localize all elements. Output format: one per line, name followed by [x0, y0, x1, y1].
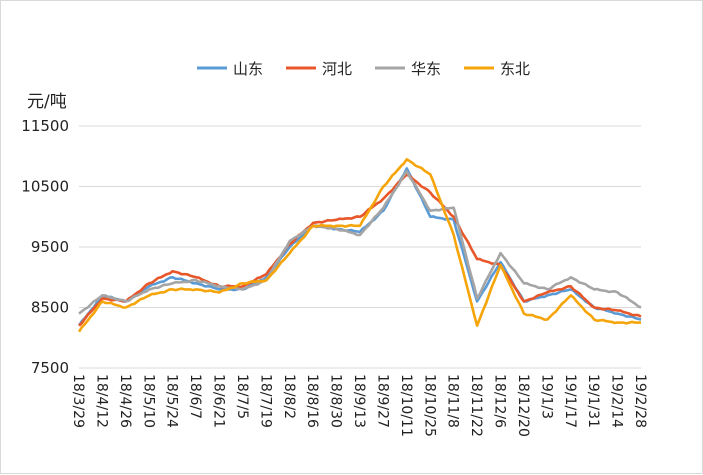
series-line-2	[78, 170, 642, 315]
y-axis-unit-label: 元/吨	[27, 92, 67, 112]
legend: 山东 河北 华东 东北	[197, 60, 530, 78]
x-tick-label: 18/4/12	[93, 374, 109, 428]
x-tick-label: 18/7/5	[234, 374, 250, 419]
x-tick-label: 18/12/6	[492, 374, 508, 428]
x-tick-label: 19/2/28	[632, 374, 648, 428]
x-tick-label: 19/1/31	[585, 374, 601, 428]
x-tick-label: 18/11/8	[445, 374, 461, 428]
x-tick-label: 18/6/7	[187, 374, 203, 419]
x-tick-label: 18/9/13	[351, 374, 367, 428]
y-tick-label: 8500	[31, 299, 69, 317]
x-tick-label: 18/12/20	[515, 374, 531, 437]
x-tick-label: 18/5/10	[140, 374, 156, 428]
gridlines	[79, 125, 641, 369]
series-line-0	[77, 167, 642, 327]
legend-label: 河北	[322, 60, 352, 78]
x-tick-label: 19/1/17	[562, 374, 578, 428]
x-tick-label: 18/5/24	[164, 374, 180, 428]
y-tick-label: 11500	[21, 117, 69, 135]
x-tick-label: 18/11/22	[468, 374, 484, 437]
x-tick-label: 18/6/21	[211, 374, 227, 428]
x-tick-label: 18/9/27	[374, 374, 390, 428]
legend-label: 山东	[233, 60, 263, 78]
x-tick-label: 18/10/11	[398, 374, 414, 437]
series-line-3	[77, 158, 641, 333]
x-tick-label: 19/2/14	[609, 374, 625, 428]
x-tick-label: 18/3/29	[70, 374, 86, 428]
x-tick-label: 18/8/2	[281, 374, 297, 419]
series-lines	[77, 158, 642, 333]
x-tick-label: 18/8/16	[304, 374, 320, 428]
legend-label: 华东	[411, 60, 441, 78]
x-tick-labels: 18/3/29 18/4/12 18/4/26 18/5/10 18/5/24 18/6/…	[70, 374, 648, 437]
y-tick-label: 7500	[31, 359, 69, 377]
x-tick-label: 18/10/25	[421, 374, 437, 437]
x-tick-label: 18/4/26	[117, 374, 133, 428]
y-tick-label: 9500	[31, 238, 69, 256]
y-tick-label: 10500	[21, 178, 69, 196]
x-tick-label: 18/7/19	[257, 374, 273, 428]
y-tick-labels: 7500 8500 9500 10500 11500	[21, 117, 69, 377]
series-line-1	[78, 173, 642, 327]
x-tick-label: 18/8/30	[328, 374, 344, 428]
x-tick-label: 19/1/3	[538, 374, 554, 419]
legend-label: 东北	[500, 60, 530, 78]
